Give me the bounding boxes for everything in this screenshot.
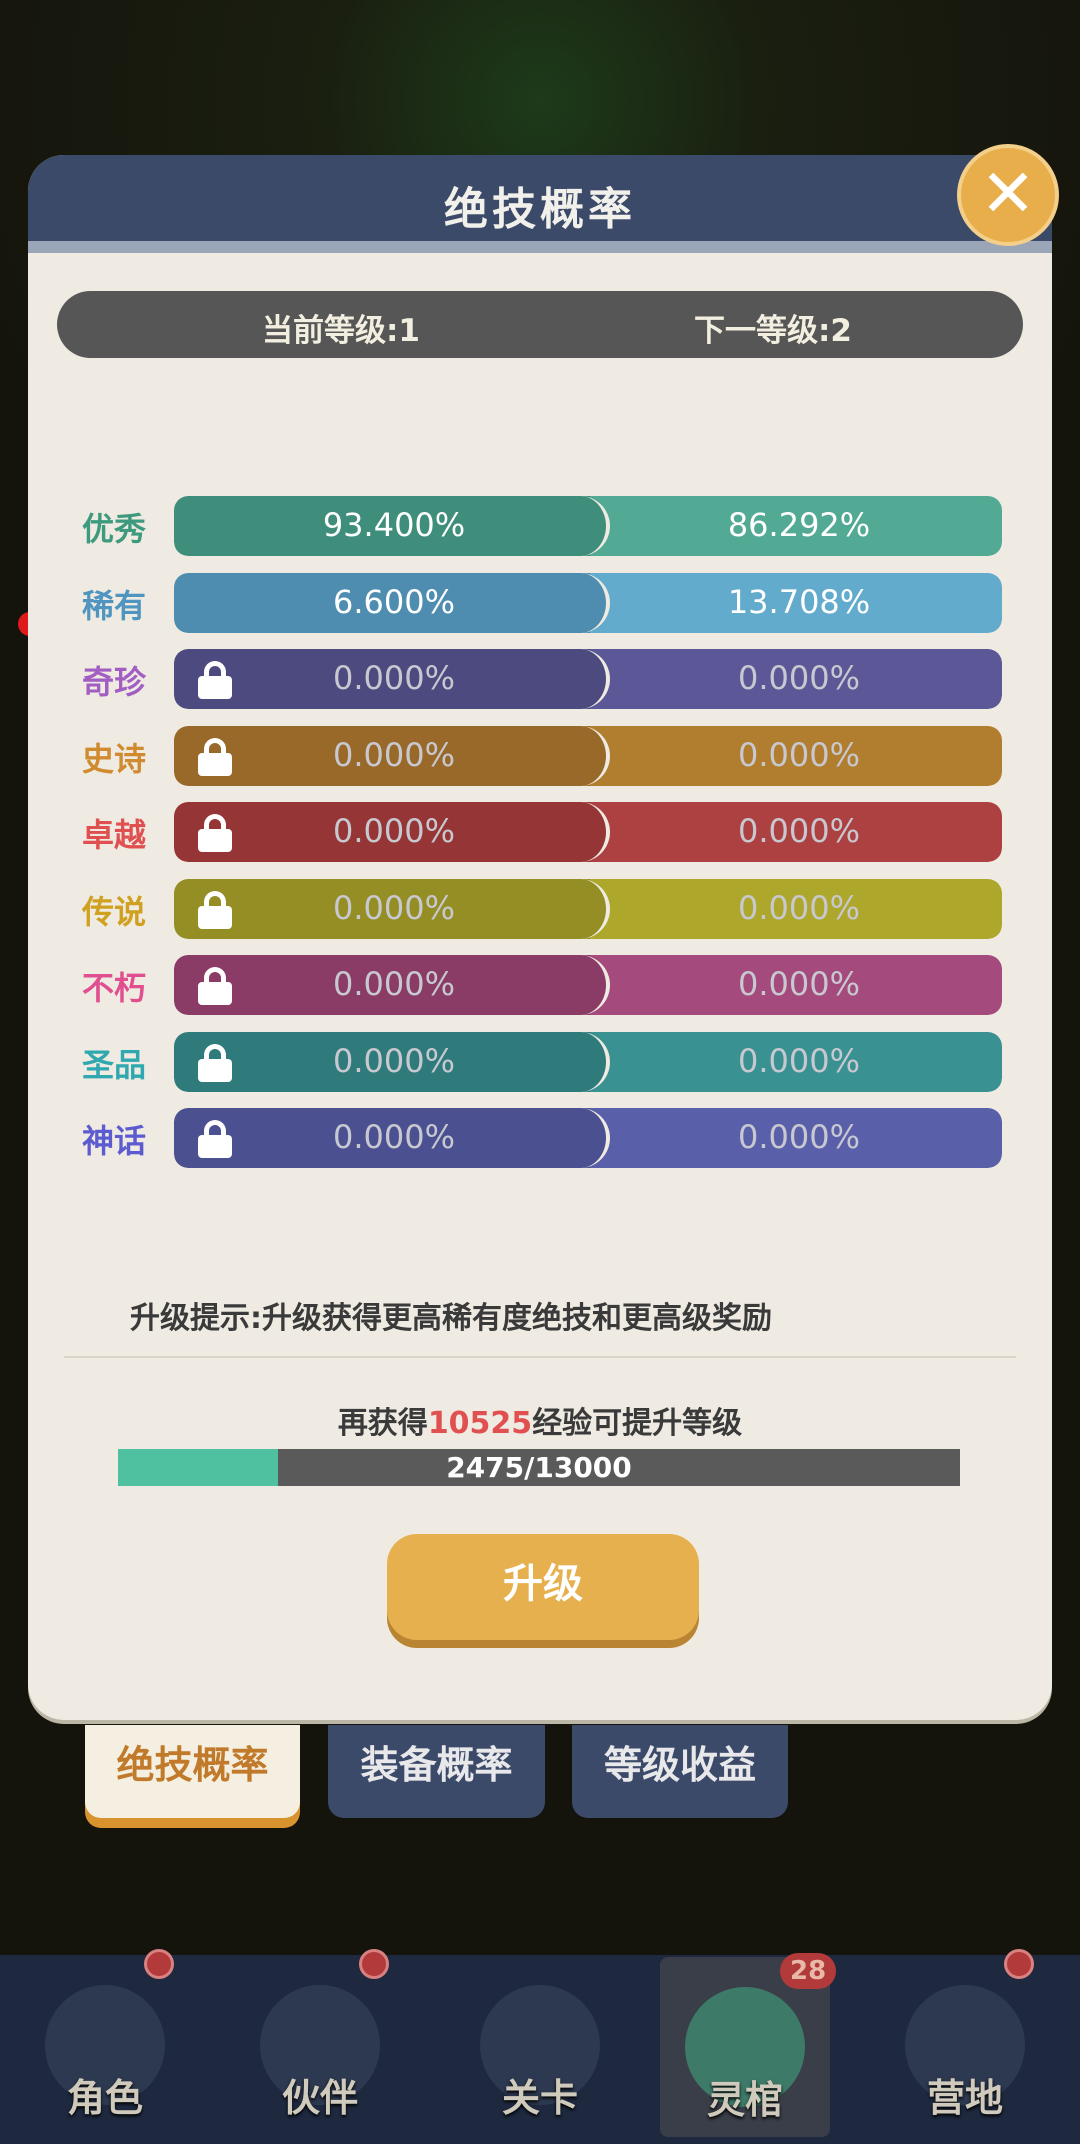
exp-amount: 10525	[427, 1406, 533, 1441]
next-probability: 0.000%	[737, 1118, 860, 1156]
level-bar: 当前等级:1 下一等级:2	[57, 291, 1023, 358]
lock-icon	[198, 1120, 232, 1158]
upgrade-button[interactable]: 升级	[387, 1534, 699, 1640]
current-probability: 0.000%	[332, 812, 455, 850]
lock-icon	[198, 967, 232, 1005]
exp-needed-text: 再获得10525经验可提升等级	[28, 1398, 1052, 1442]
nav-label: 营地	[926, 2076, 1003, 2120]
rarity-probability-bar: 0.000% 0.000%	[174, 725, 1002, 786]
rarity-row: 稀有 6.600% 13.708%	[28, 572, 1052, 633]
exp-progress-bar: 2475/13000	[118, 1449, 960, 1486]
rarity-row: 神话 0.000% 0.000%	[28, 1108, 1052, 1168]
exp-progress-fill	[118, 1449, 278, 1486]
rarity-row: 传说 0.000% 0.000%	[28, 878, 1052, 939]
next-probability: 13.708%	[727, 582, 871, 621]
divider	[64, 1356, 1016, 1358]
notification-dot	[144, 1949, 174, 1979]
rarity-row: 奇珍 0.000% 0.000%	[28, 649, 1052, 709]
dialog-header: 绝技概率	[28, 155, 1052, 253]
nav-label: 角色	[66, 2076, 143, 2120]
rarity-probability-bar: 93.400% 86.292%	[174, 496, 1002, 556]
coffin-icon	[685, 1987, 805, 2107]
nav-label: 关卡	[501, 2076, 578, 2120]
current-probability: 0.000%	[332, 659, 455, 697]
nav-label: 灵棺	[706, 2078, 783, 2122]
tab-skill-probability[interactable]: 绝技概率	[85, 1725, 300, 1818]
lock-icon	[198, 1043, 232, 1082]
current-probability: 0.000%	[332, 735, 455, 774]
lock-icon	[198, 890, 232, 929]
next-probability: 0.000%	[737, 735, 860, 774]
partner-icon	[260, 1985, 380, 2105]
close-button[interactable]: ✕	[957, 144, 1059, 246]
tent-icon	[905, 1985, 1025, 2105]
exp-suffix: 经验可提升等级	[532, 1406, 743, 1441]
nav-camp[interactable]: 营地	[880, 1949, 1050, 2135]
current-probability: 0.000%	[332, 1041, 455, 1080]
bottom-nav: 角色 伙伴 关卡 28 灵棺 营地	[0, 1949, 1080, 2144]
notification-dot	[1004, 1949, 1034, 1979]
current-probability: 93.400%	[322, 506, 466, 544]
rarity-probability-bar: 0.000% 0.000%	[174, 955, 1002, 1015]
next-probability: 0.000%	[737, 812, 860, 850]
exp-progress-label: 2475/13000	[446, 1451, 632, 1484]
lock-icon	[198, 814, 232, 852]
next-probability: 0.000%	[737, 965, 860, 1003]
rarity-probability-bar: 0.000% 0.000%	[174, 649, 1002, 709]
rarity-row: 卓越 0.000% 0.000%	[28, 802, 1052, 862]
rarity-label: 神话	[82, 1122, 147, 1160]
tab-level-rewards[interactable]: 等级收益	[572, 1725, 788, 1818]
rarity-row: 不朽 0.000% 0.000%	[28, 955, 1052, 1015]
nav-role[interactable]: 角色	[20, 1949, 190, 2135]
role-icon	[45, 1985, 165, 2105]
rarity-label: 卓越	[82, 816, 147, 854]
rarity-label: 传说	[82, 892, 147, 931]
rarity-probability-bar: 0.000% 0.000%	[174, 802, 1002, 862]
skill-probability-dialog: 绝技概率 当前等级:1 下一等级:2 优秀 93.400% 86.292% 稀有…	[28, 155, 1052, 1720]
current-probability: 6.600%	[332, 582, 455, 621]
lock-icon	[198, 737, 232, 776]
rarity-row: 优秀 93.400% 86.292%	[28, 496, 1052, 556]
nav-label: 伙伴	[281, 2076, 358, 2120]
rarity-probability-bar: 0.000% 0.000%	[174, 1108, 1002, 1168]
nav-partner[interactable]: 伙伴	[235, 1949, 405, 2135]
dialog-title: 绝技概率	[444, 184, 636, 235]
rarity-probability-bar: 0.000% 0.000%	[174, 878, 1002, 939]
rarity-label: 优秀	[82, 510, 147, 548]
exp-prefix: 再获得	[337, 1406, 428, 1441]
close-icon: ✕	[980, 155, 1036, 232]
current-level: 当前等级:1	[262, 313, 420, 349]
lock-icon	[198, 661, 232, 699]
current-probability: 0.000%	[332, 888, 455, 927]
nav-stage[interactable]: 关卡	[455, 1955, 625, 2135]
rarity-label: 奇珍	[82, 663, 147, 701]
count-badge: 28	[780, 1953, 837, 1989]
notification-dot	[359, 1949, 389, 1979]
next-probability: 0.000%	[737, 888, 860, 927]
rarity-label: 圣品	[82, 1045, 147, 1084]
next-probability: 0.000%	[737, 1041, 860, 1080]
nav-coffin[interactable]: 28 灵棺	[660, 1953, 837, 2137]
rarity-row: 圣品 0.000% 0.000%	[28, 1031, 1052, 1092]
current-probability: 0.000%	[332, 965, 455, 1003]
rarity-label: 不朽	[82, 969, 147, 1007]
sword-icon	[480, 1985, 600, 2105]
current-probability: 0.000%	[332, 1118, 455, 1156]
rarity-row: 史诗 0.000% 0.000%	[28, 725, 1052, 786]
next-probability: 0.000%	[737, 659, 860, 697]
rarity-label: 稀有	[82, 586, 147, 625]
rarity-probability-bar: 6.600% 13.708%	[174, 572, 1002, 633]
upgrade-hint: 升级提示:升级获得更高稀有度绝技和更高级奖励	[130, 1301, 772, 1336]
next-probability: 86.292%	[727, 506, 871, 544]
rarity-probability-bar: 0.000% 0.000%	[174, 1031, 1002, 1092]
rarity-label: 史诗	[82, 739, 147, 778]
tab-equipment-probability[interactable]: 装备概率	[328, 1725, 545, 1818]
next-level: 下一等级:2	[694, 313, 852, 349]
